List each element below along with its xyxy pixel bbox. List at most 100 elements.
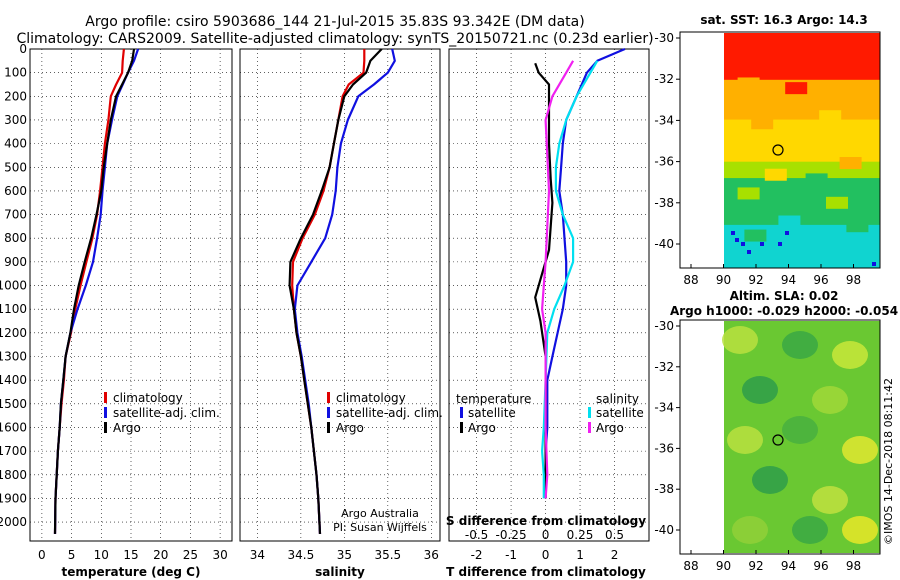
map-y-tick-label: -36	[654, 441, 674, 455]
s-tick-label: 0	[542, 528, 550, 542]
y-tick-label: 1900	[0, 491, 27, 505]
title-line-1: Argo profile: csiro 5903686_144 21-Jul-2…	[85, 14, 584, 30]
series-line-salinity-argo	[540, 60, 575, 499]
series-line-satellite-adj-clim-	[53, 48, 140, 534]
y-tick-label: 2000	[0, 515, 27, 529]
x-tick-label: 10	[94, 548, 109, 562]
sla-blob	[792, 516, 828, 544]
sst-dot	[731, 231, 735, 235]
sst-band	[724, 178, 880, 226]
legend-label-climatology: climatology	[113, 391, 183, 405]
s-tick-label: 0.5	[605, 528, 624, 542]
sst-texture	[839, 157, 862, 170]
map-y-tick-label: -34	[654, 401, 674, 415]
legend-label-argo: Argo	[336, 421, 364, 435]
sst-dot	[785, 231, 789, 235]
sla-map-title-2: Argo h1000: -0.029 h2000: -0.054	[670, 304, 898, 318]
s-difference-label: S difference from climatology	[446, 514, 646, 528]
x-tick-label: 15	[123, 548, 138, 562]
sst-texture	[737, 77, 760, 90]
s-tick-label: -0.5	[465, 528, 488, 542]
argo-location-marker	[772, 144, 784, 156]
sst-dot	[747, 250, 751, 254]
x-tick-label: 30	[212, 548, 227, 562]
credit-line-1: Argo Australia	[341, 507, 419, 520]
legend-label-temp-argo: Argo	[468, 421, 496, 435]
sla-blob	[812, 486, 848, 514]
map-y-tick-label: -38	[654, 196, 674, 210]
sst-texture	[778, 215, 801, 228]
map-y-tick-label: -38	[654, 482, 674, 496]
y-tick-label: 1000	[0, 279, 27, 293]
y-tick-label: 0	[19, 42, 27, 56]
x-tick-label: 36	[424, 548, 439, 562]
temperature-xlabel: temperature (deg C)	[62, 565, 201, 579]
map-y-tick-label: -30	[654, 31, 674, 45]
y-tick-label: 800	[4, 231, 27, 245]
map-x-tick-label: 94	[781, 559, 796, 573]
legend-label-sal-satellite: satellite	[596, 406, 644, 420]
sla-blob	[752, 466, 788, 494]
salinity-plot-frame	[239, 48, 441, 542]
map-y-tick-label: -40	[654, 523, 674, 537]
sst-dot	[778, 242, 782, 246]
series-line-climatology	[53, 48, 125, 534]
legend-swatch-temp-argo	[460, 422, 463, 433]
sla-blob	[727, 426, 763, 454]
sst-texture	[744, 229, 767, 242]
legend-swatch-climatology	[327, 392, 330, 403]
series-line-satellite-adj-clim-	[293, 48, 396, 534]
legend-label-satellite: satellite-adj. clim.	[336, 406, 443, 420]
y-tick-label: 1500	[0, 397, 27, 411]
credit-line-2: PI: Susan Wijffels	[333, 521, 427, 534]
s-tick-label: -0.25	[496, 528, 527, 542]
y-tick-label: 1700	[0, 444, 27, 458]
argo-location-marker	[772, 434, 784, 446]
legend-swatch-argo	[104, 422, 107, 433]
legend-swatch-sal-satellite	[588, 407, 591, 418]
series-line-salinity-satellite	[540, 60, 599, 499]
temperature-legend: climatology satellite-adj. clim. Argo	[104, 391, 220, 435]
y-tick-label: 400	[4, 137, 27, 151]
legend-swatch-temp-satellite	[460, 407, 463, 418]
sla-map-title-1: Altim. SLA: 0.02	[730, 289, 839, 303]
map-x-tick-label: 94	[781, 273, 796, 287]
x-tick-label: 34	[250, 548, 265, 562]
sla-blob	[782, 331, 818, 359]
sst-dot	[872, 262, 876, 266]
map-y-tick-label: -40	[654, 237, 674, 251]
y-tick-label: 1600	[0, 420, 27, 434]
title-line-2: Climatology: CARS2009. Satellite-adjuste…	[16, 31, 653, 47]
map-x-tick-label: 98	[846, 559, 861, 573]
temperature-plot: 0100200300400500600700800900100011001200…	[0, 42, 232, 562]
sla-blob	[732, 516, 768, 544]
map-y-tick-label: -34	[654, 113, 674, 127]
legend-title-temperature: temperature	[456, 392, 531, 406]
series-line-climatology	[291, 49, 366, 534]
sla-blob	[782, 416, 818, 444]
difference-xlabel: T difference from climatology	[446, 565, 646, 579]
x-tick-label: 2	[611, 548, 619, 562]
map-x-tick-label: 90	[716, 559, 731, 573]
sst-texture	[785, 82, 808, 95]
sla-blob	[832, 341, 868, 369]
x-tick-label: 34.5	[288, 548, 315, 562]
y-tick-label: 1400	[0, 373, 27, 387]
x-tick-label: -1	[505, 548, 517, 562]
map-y-tick-label: -32	[654, 72, 674, 86]
sla-map-border	[679, 319, 881, 555]
temperature-plot-frame	[29, 48, 233, 542]
sst-texture	[737, 187, 760, 200]
legend-swatch-satellite	[327, 407, 330, 418]
x-tick-label: 35.5	[374, 548, 401, 562]
sla-blob	[812, 386, 848, 414]
y-tick-label: 1800	[0, 468, 27, 482]
difference-plot: -2 -1 0 1 2 -0.5 -0.25 0 0.25 0.5	[449, 47, 649, 562]
sst-map-title: sat. SST: 16.3 Argo: 14.3	[700, 13, 867, 27]
map-y-tick-label: -36	[654, 155, 674, 169]
y-tick-label: 1300	[0, 350, 27, 364]
sla-blob	[842, 436, 878, 464]
x-tick-label: -2	[471, 548, 483, 562]
map-x-tick-label: 88	[683, 559, 698, 573]
